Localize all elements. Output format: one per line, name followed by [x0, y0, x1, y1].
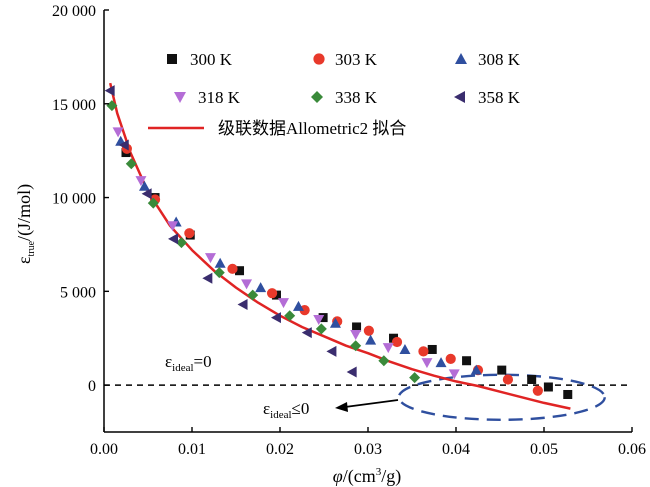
point-318k-10	[448, 369, 460, 380]
point-300k-3	[235, 266, 245, 276]
series-338k	[106, 100, 421, 384]
point-338k-9	[378, 355, 390, 367]
point-358k-8	[326, 345, 337, 357]
point-318k-9	[421, 358, 433, 369]
point-300k-6	[352, 322, 362, 332]
legend: 300 K 303 K 308 K 318 K 338 K 358 K 级联数据…	[148, 50, 521, 138]
point-338k-10	[409, 372, 421, 384]
point-303k-10	[445, 353, 456, 364]
point-303k-13	[532, 385, 543, 396]
point-318k-2	[167, 221, 179, 232]
point-303k-12	[502, 374, 514, 385]
series-303k	[121, 143, 543, 396]
y-tick-label: 10 000	[52, 191, 96, 208]
x-tick-label: 0.00	[90, 441, 118, 458]
x-tick-label: 0.05	[530, 441, 558, 458]
annotation-ideal-zero: εideal=0	[165, 352, 212, 374]
point-358k-5	[237, 298, 248, 310]
point-338k-5	[247, 289, 259, 301]
point-308k-8	[399, 343, 411, 354]
x-tick-label: 0.04	[442, 441, 470, 458]
point-358k-7	[301, 327, 312, 339]
point-318k-1	[135, 176, 147, 187]
point-303k-4	[266, 288, 278, 299]
x-axis-title: φ/(cm3/g)	[333, 466, 401, 487]
point-358k-0	[104, 85, 115, 97]
point-308k-10	[470, 364, 482, 375]
fit-curve	[108, 82, 571, 410]
annotation-ideal-le-zero: εideal≤0	[263, 399, 309, 421]
dashed-ellipse-region	[397, 373, 606, 422]
legend-label-303k: 303 K	[335, 50, 378, 69]
point-338k-7	[315, 323, 327, 335]
legend-label-300k: 300 K	[190, 50, 233, 69]
annotation-arrow	[335, 399, 399, 412]
point-303k-7	[363, 325, 374, 336]
point-300k-8	[427, 344, 437, 354]
point-300k-11	[527, 374, 537, 384]
legend-label-318k: 318 K	[198, 88, 241, 107]
series-318k	[112, 127, 460, 380]
legend-marker-338k	[311, 91, 323, 103]
point-318k-4	[241, 279, 253, 290]
y-tick-label: 0	[88, 378, 96, 395]
point-300k-13	[563, 389, 573, 399]
point-300k-10	[497, 365, 507, 375]
y-tick-label: 15 000	[52, 97, 96, 114]
legend-marker-308k	[455, 53, 467, 64]
legend-label-308k: 308 K	[478, 50, 521, 69]
point-338k-3	[175, 237, 187, 249]
legend-label-fit: 级联数据Allometric2 拟合	[218, 119, 406, 138]
point-303k-3	[227, 263, 238, 274]
series-308k	[115, 135, 482, 375]
point-358k-1	[118, 139, 129, 151]
point-318k-3	[204, 253, 216, 264]
point-338k-0	[106, 100, 118, 112]
point-318k-0	[112, 127, 124, 138]
legend-marker-358k	[454, 91, 465, 103]
point-318k-6	[313, 314, 325, 325]
point-308k-9	[435, 357, 447, 368]
point-318k-7	[350, 329, 362, 340]
x-tick-label: 0.03	[354, 441, 382, 458]
point-308k-3	[214, 257, 226, 268]
point-308k-4	[255, 282, 267, 293]
point-303k-8	[391, 336, 403, 348]
point-303k-2	[184, 228, 195, 239]
point-338k-2	[147, 197, 159, 209]
point-338k-1	[125, 158, 137, 170]
point-300k-9	[462, 356, 472, 366]
point-308k-6	[329, 317, 341, 328]
x-tick-label: 0.02	[266, 441, 294, 458]
point-338k-8	[350, 340, 362, 352]
point-308k-7	[365, 334, 377, 345]
y-axis-title: εtrue/(J/mol)	[14, 184, 37, 264]
x-tick-label: 0.06	[618, 441, 646, 458]
point-358k-6	[270, 312, 281, 324]
legend-label-338k: 338 K	[335, 88, 378, 107]
point-318k-5	[278, 298, 290, 309]
x-tick-label: 0.01	[178, 441, 206, 458]
point-308k-1	[138, 180, 150, 191]
y-tick-label: 5 000	[60, 284, 96, 301]
point-358k-9	[346, 366, 357, 378]
point-300k-7	[389, 333, 399, 343]
point-300k-12	[543, 382, 553, 392]
point-318k-8	[382, 343, 394, 354]
point-358k-3	[168, 233, 179, 245]
series-358k	[104, 85, 357, 378]
point-303k-9	[418, 346, 429, 357]
point-358k-2	[141, 188, 152, 200]
point-308k-5	[292, 300, 304, 311]
legend-marker-318k	[174, 92, 186, 103]
point-338k-6	[284, 310, 296, 322]
legend-marker-303k	[313, 53, 325, 65]
point-300k-5	[318, 313, 328, 323]
legend-label-358k: 358 K	[478, 88, 521, 107]
legend-marker-300k	[167, 54, 177, 64]
point-338k-4	[213, 267, 225, 279]
point-358k-4	[202, 272, 213, 284]
y-tick-label: 20 000	[52, 3, 96, 20]
